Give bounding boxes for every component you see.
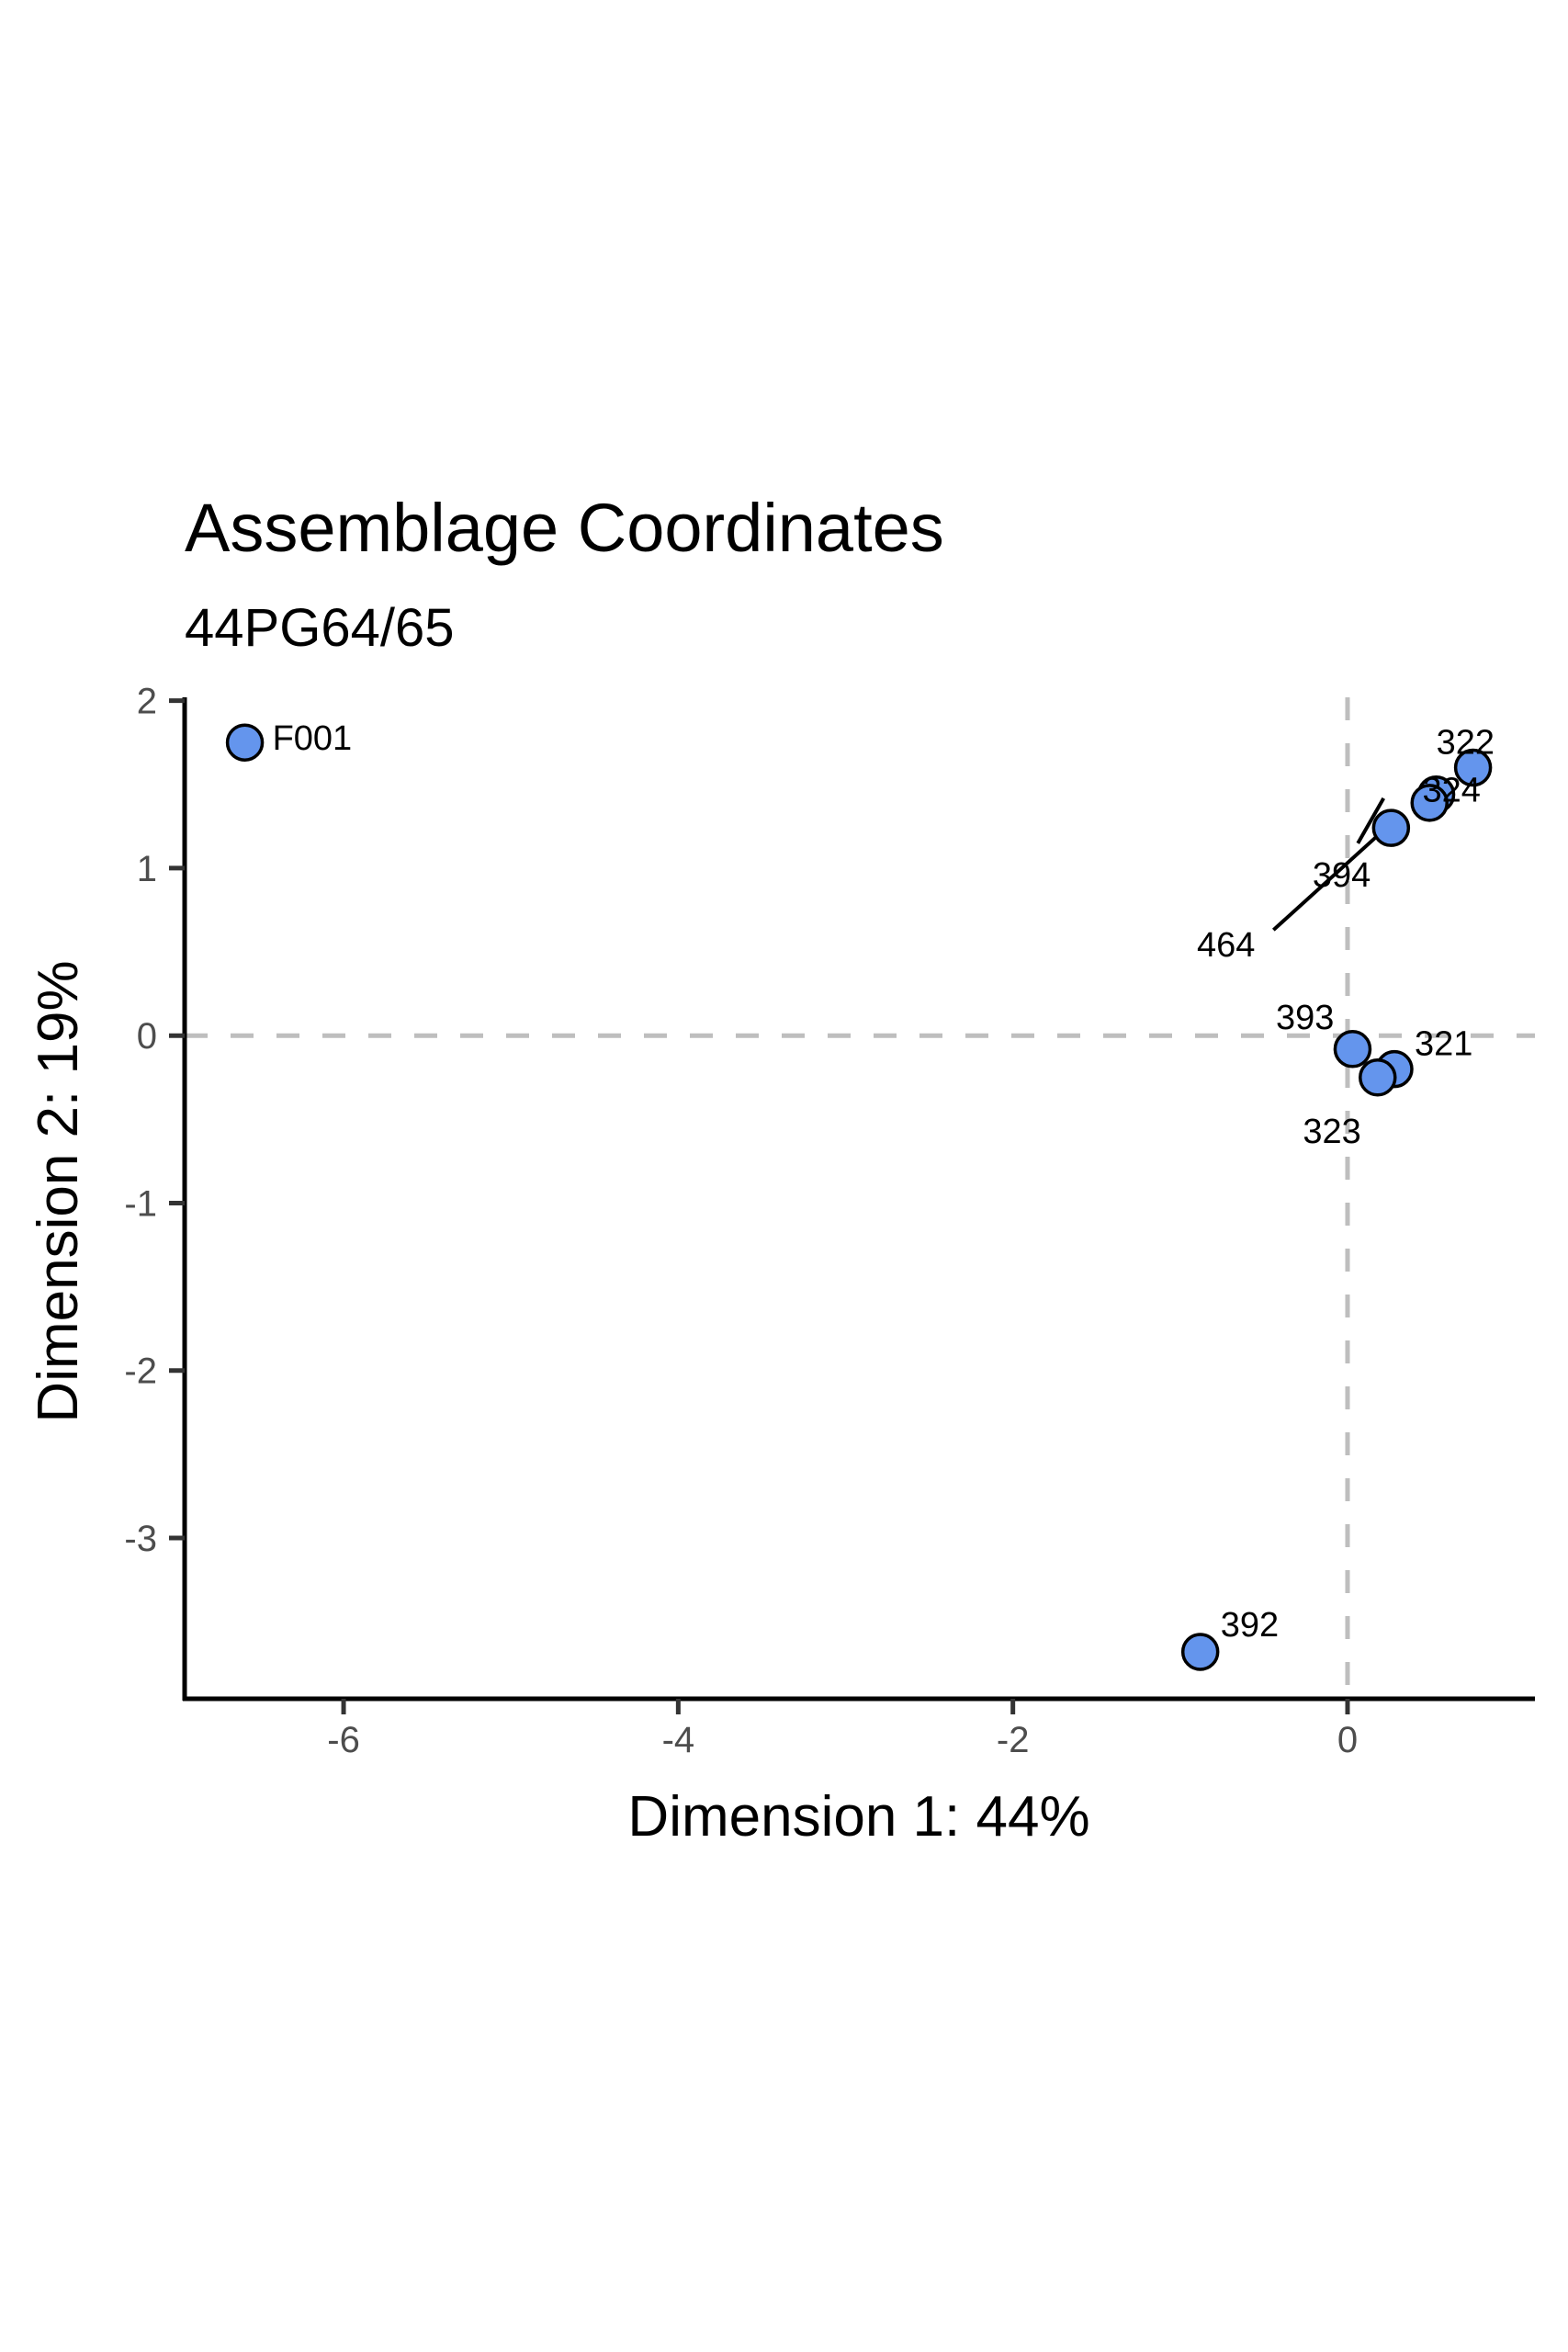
y-tick-label: 2: [137, 682, 157, 722]
point-label: F001: [273, 719, 353, 758]
data-point: [1410, 784, 1449, 822]
data-point: [1180, 1633, 1220, 1671]
point-label: 323: [1303, 1113, 1360, 1151]
data-point: [1333, 1030, 1372, 1069]
point-label: 392: [1221, 1606, 1279, 1645]
point-label: 464: [1197, 926, 1255, 965]
point-label: 322: [1437, 724, 1495, 763]
y-tick-label: -1: [124, 1183, 157, 1224]
label-leader-line: [1272, 831, 1382, 932]
point-label: 324: [1423, 772, 1481, 810]
y-tick-label: 0: [137, 1016, 157, 1057]
point-label: 394: [1313, 856, 1371, 895]
x-tick-label: -6: [327, 1720, 360, 1760]
point-label: 393: [1276, 999, 1334, 1037]
data-point: [1453, 748, 1493, 787]
x-tick-label: 0: [1337, 1720, 1358, 1760]
x-axis-title: Dimension 1: 44%: [627, 1785, 1089, 1849]
y-tick-label: -3: [124, 1519, 157, 1559]
y-tick-label: -2: [124, 1351, 157, 1392]
data-point: [1371, 808, 1411, 847]
label-leader-line: [1356, 797, 1385, 844]
y-axis-title: Dimension 2: 19%: [27, 960, 90, 1422]
plot-area: -6 -4 -2 0 -3 -2 -1 0 1 2 F001 322 324 394 464 393 321 32…: [124, 682, 1535, 1760]
data-point: [1359, 1058, 1397, 1097]
chart-title: Assemblage Coordinates: [185, 490, 944, 566]
chart-subtitle: 44PG64/65: [185, 598, 454, 658]
x-tick-label: -4: [662, 1720, 695, 1760]
point-label: 321: [1415, 1025, 1472, 1064]
data-point: [225, 723, 265, 762]
x-tick-label: -2: [997, 1720, 1030, 1760]
y-tick-label: 1: [137, 849, 157, 889]
